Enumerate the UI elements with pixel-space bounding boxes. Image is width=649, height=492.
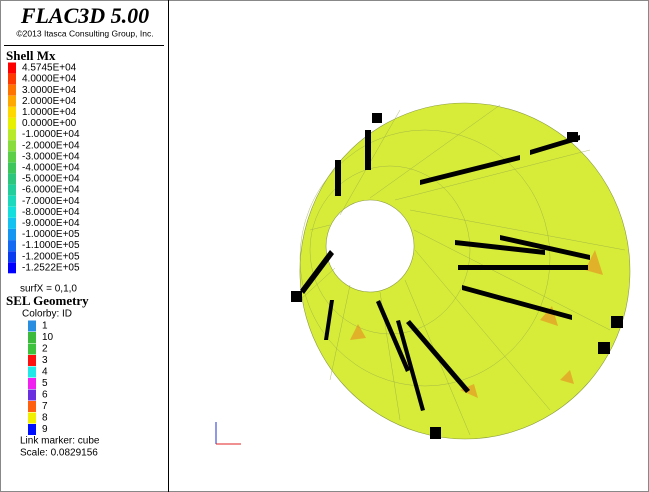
id-swatch bbox=[28, 343, 36, 355]
contour-swatch bbox=[8, 217, 16, 229]
contour-label: -5.0000E+04 bbox=[22, 174, 80, 185]
contour-swatch bbox=[8, 73, 16, 85]
contour-label: -3.0000E+04 bbox=[22, 151, 80, 162]
contour-label: 4.0000E+04 bbox=[22, 74, 77, 85]
id-swatch bbox=[28, 401, 36, 412]
contour-note: surfX = 0,1,0 bbox=[20, 284, 77, 295]
link-marker: Link marker: cube bbox=[20, 436, 100, 447]
contour-label: -4.0000E+04 bbox=[22, 163, 80, 174]
contour-swatch bbox=[8, 129, 16, 141]
contour-label: -9.0000E+04 bbox=[22, 218, 80, 229]
mesh bbox=[299, 104, 626, 436]
id-swatch bbox=[28, 412, 36, 424]
contour-swatch bbox=[8, 251, 16, 263]
link-markers bbox=[291, 113, 623, 439]
id-label: 2 bbox=[42, 344, 48, 355]
scale: Scale: 0.0829156 bbox=[20, 448, 98, 459]
contour-swatch bbox=[8, 95, 16, 107]
contour-swatch bbox=[8, 118, 16, 129]
contour-label: 3.0000E+04 bbox=[22, 85, 77, 96]
id-swatch bbox=[28, 389, 36, 401]
contour-label: -6.0000E+04 bbox=[22, 185, 80, 196]
id-label: 8 bbox=[42, 413, 48, 424]
contour-label: -8.0000E+04 bbox=[22, 207, 80, 218]
colorby: Colorby: ID bbox=[22, 309, 72, 320]
id-swatch bbox=[28, 332, 36, 343]
contour-label: -1.0000E+05 bbox=[22, 229, 80, 240]
app-title: FLAC3D 5.00 bbox=[20, 3, 149, 28]
id-swatch bbox=[28, 366, 36, 378]
id-label: 5 bbox=[42, 378, 48, 389]
contour-swatch bbox=[8, 84, 16, 96]
contour-swatch bbox=[8, 206, 16, 218]
copyright: ©2013 Itasca Consulting Group, Inc. bbox=[16, 28, 153, 38]
model-view bbox=[291, 102, 631, 440]
contour-swatch bbox=[8, 229, 16, 240]
contour-swatch bbox=[8, 173, 16, 185]
id-label: 9 bbox=[42, 424, 48, 435]
id-swatch bbox=[28, 378, 36, 389]
contour-swatch bbox=[8, 195, 16, 207]
contour-label: -7.0000E+04 bbox=[22, 196, 80, 207]
id-swatch bbox=[28, 320, 36, 332]
id-label: 3 bbox=[42, 355, 48, 366]
contour-swatch bbox=[8, 240, 16, 252]
contour-swatch bbox=[8, 62, 16, 74]
id-swatch bbox=[28, 424, 36, 435]
id-label: 6 bbox=[42, 390, 48, 401]
geometry-heading: SEL Geometry bbox=[6, 293, 89, 308]
contour-swatch bbox=[8, 106, 16, 118]
contour-swatch bbox=[8, 184, 16, 196]
id-label: 7 bbox=[42, 401, 48, 412]
contour-label: -1.0000E+04 bbox=[22, 129, 80, 140]
contour-label: 4.5745E+04 bbox=[22, 63, 77, 74]
contour-label: -1.2000E+05 bbox=[22, 251, 80, 262]
id-swatch bbox=[28, 355, 36, 366]
contour-heading: Shell Mx bbox=[6, 48, 56, 63]
contour-label: -1.1000E+05 bbox=[22, 240, 80, 251]
id-label: 4 bbox=[42, 367, 48, 378]
contour-swatch bbox=[8, 162, 16, 174]
contour-label: 2.0000E+04 bbox=[22, 96, 77, 107]
id-label: 1 bbox=[42, 321, 48, 332]
hot-spots bbox=[350, 250, 603, 398]
contour-swatch bbox=[8, 151, 16, 163]
tunnel-shell bbox=[299, 102, 631, 440]
contour-label: -1.2522E+05 bbox=[22, 262, 80, 273]
contour-label: 1.0000E+04 bbox=[22, 107, 77, 118]
id-label: 10 bbox=[42, 332, 54, 343]
contour-swatch bbox=[8, 140, 16, 152]
contour-swatch bbox=[8, 262, 16, 274]
contour-label: -2.0000E+04 bbox=[22, 140, 80, 151]
contour-label: 0.0000E+00 bbox=[22, 118, 77, 129]
